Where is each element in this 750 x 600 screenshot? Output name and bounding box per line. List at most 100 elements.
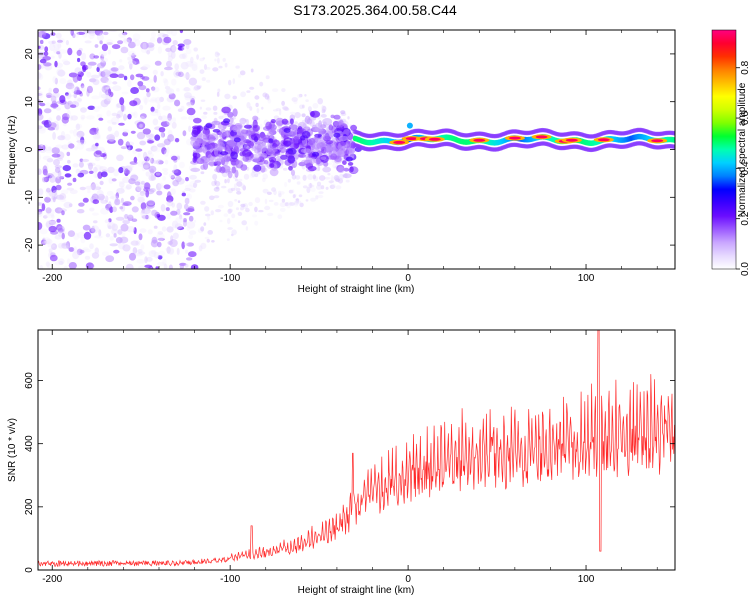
spectrogram-noise-dot (108, 201, 112, 208)
spectrogram-noise-dot (64, 94, 74, 98)
spectrogram-noise-dot (91, 252, 100, 259)
spectrogram-noise-dot (142, 164, 149, 169)
spectrogram-scatter-dot (238, 73, 242, 78)
spectrogram-noise-dot (178, 161, 185, 169)
spectrogram-noise-dot (151, 31, 156, 38)
spectrogram-noise-dot (111, 112, 118, 117)
spectrogram-noise-dot (157, 261, 166, 266)
spectrogram-noise-dot (180, 61, 189, 70)
spectrogram-noise-dot (189, 188, 196, 193)
spectrogram-cluster-dot (209, 159, 215, 167)
spectrogram-scatter-dot (327, 172, 331, 176)
spectrogram-scatter-dot (321, 105, 325, 112)
spectrogram-noise-dot (117, 229, 123, 235)
spectrogram-noise-dot (72, 74, 79, 83)
spectrogram-noise-dot (129, 53, 137, 58)
spectrogram-noise-dot (158, 160, 164, 165)
spectrogram-noise-dot (84, 40, 92, 44)
spectrogram-noise-dot (149, 110, 159, 116)
spectrogram-noise-dot (80, 136, 85, 145)
spectrogram-noise-dot (104, 89, 112, 96)
spectrogram-noise-dot (145, 171, 151, 177)
spectrogram-noise-dot (100, 171, 108, 178)
spectrogram-cluster-dot (253, 136, 259, 143)
spectrogram-noise-dot (89, 207, 95, 212)
spectrogram-noise-dot (139, 123, 143, 128)
spectrogram-noise-dot (111, 61, 117, 66)
spectrogram-noise-dot (51, 147, 60, 154)
spectrogram-noise-dot (49, 174, 56, 183)
spectrogram-noise-dot (110, 132, 116, 137)
spectrogram-noise-dot (121, 232, 126, 238)
spectrogram-strong-core (597, 138, 610, 142)
spectrogram-noise-dot (76, 31, 86, 35)
spectrogram-scatter-dot (223, 213, 228, 217)
spectrogram-scatter-dot (193, 219, 197, 223)
spectrogram-scatter-dot (219, 219, 223, 223)
spectrogram-scatter-dot (226, 238, 230, 242)
spectrogram-noise-dot (92, 134, 101, 139)
spectrogram-noise-dot (105, 195, 109, 203)
spectrogram-scatter-dot (311, 120, 315, 126)
spectrogram-scatter-dot (319, 175, 326, 181)
spectrogram-y-tick-label: -10 (24, 190, 35, 205)
spectrogram-strong-core (535, 135, 548, 139)
spectrogram-noise-dot (118, 167, 124, 174)
spectrogram-cluster-dot (330, 153, 338, 160)
spectrogram-scatter-dot (228, 79, 232, 86)
spectrogram-scatter-dot (233, 183, 237, 190)
spectrogram-noise-dot (147, 229, 153, 235)
spectrogram-noise-dot (191, 64, 198, 71)
spectrogram-cluster-dot (310, 110, 321, 118)
spectrogram-noise-dot (129, 161, 138, 165)
spectrogram-noise-dot (56, 157, 63, 161)
snr-y-label: SNR (10 * v/v) (7, 418, 18, 482)
spectrogram-strong-core (651, 139, 664, 143)
spectrogram-hot-spot (333, 132, 341, 138)
spectrogram-noise-dot (160, 115, 168, 122)
spectrogram-noise-dot (94, 186, 102, 190)
spectrogram-noise-dot (73, 129, 78, 137)
spectrogram-noise-dot (112, 206, 117, 213)
spectrogram-noise-dot (139, 228, 147, 233)
spectrogram-noise-dot (157, 103, 161, 110)
spectrogram-noise-dot (49, 43, 56, 51)
spectrogram-noise-dot (119, 181, 125, 188)
spectrogram-noise-dot (105, 203, 112, 211)
spectrogram-noise-dot (53, 159, 60, 166)
spectrogram-scatter-dot (321, 109, 326, 114)
spectrogram-noise-dot (148, 134, 154, 138)
spectrogram-cluster-dot (307, 165, 317, 172)
spectrogram-noise-dot (107, 139, 116, 144)
spectrogram-noise-dot (66, 109, 71, 118)
spectrogram-cluster-dot (268, 138, 274, 144)
spectrogram-scatter-dot (197, 228, 204, 234)
spectrogram-noise-dot (64, 173, 72, 178)
spectrogram-noise-dot (95, 150, 102, 155)
spectrogram-cluster-dot (200, 164, 206, 170)
spectrogram-noise-dot (92, 199, 100, 205)
spectrogram-cluster-dot (325, 145, 333, 154)
spectrogram-noise-dot (166, 213, 172, 220)
spectrogram-noise-dot (182, 52, 188, 60)
spectrogram-scatter-dot (235, 65, 240, 69)
spectrogram-noise-dot (106, 222, 116, 230)
spectrogram-noise-dot (74, 86, 80, 95)
spectrogram-noise-dot (45, 261, 50, 267)
spectrogram-cluster-dot (270, 119, 276, 124)
spectrogram-noise-dot (106, 110, 111, 117)
spectrogram-noise-dot (68, 262, 77, 269)
spectrogram-noise-dot (182, 130, 187, 137)
spectrogram-scatter-dot (259, 123, 263, 130)
spectrogram-hot-spot (345, 156, 353, 162)
spectrogram-scatter-dot (329, 184, 336, 189)
spectrogram-noise-dot (45, 148, 53, 154)
spectrogram-noise-dot (54, 207, 63, 214)
spectrogram-noise-dot (163, 36, 172, 44)
spectrogram-scatter-dot (232, 95, 237, 100)
spectrogram-x-tick-label: -100 (220, 273, 240, 284)
spectrogram-noise-dot (81, 158, 90, 163)
spectrogram-scatter-dot (214, 51, 220, 58)
spectrogram-cluster-dot (310, 147, 320, 154)
spectrogram-noise-dot (76, 49, 82, 57)
